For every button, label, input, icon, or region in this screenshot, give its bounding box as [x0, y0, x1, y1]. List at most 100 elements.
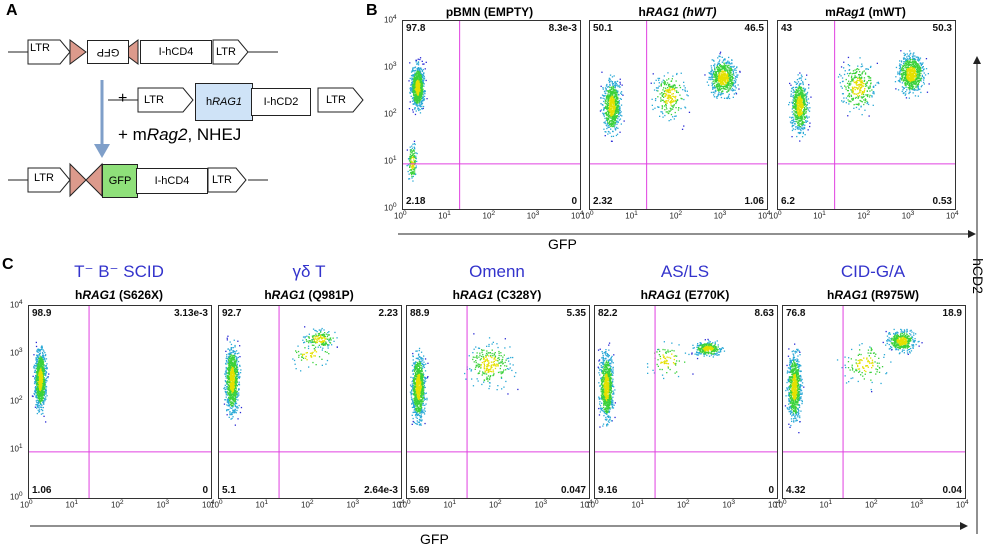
ltr-shape-1: [27, 39, 71, 65]
top-3-xtick: 100: [769, 210, 782, 221]
ltr-label-2: LTR: [216, 46, 236, 58]
top-1-plot: 97.8 8.3e-3 2.18 0: [402, 20, 581, 210]
quadrant-ur: 5.35: [566, 308, 586, 319]
plot-title-top-1: pBMN (EMPTY): [445, 5, 534, 19]
quadrant-lr: 0.047: [560, 485, 586, 496]
mrag2-nhej-text: + mRag2, NHEJ: [118, 125, 241, 145]
top-1-xtick: 104: [571, 210, 584, 221]
bottom-4-xtick: 100: [586, 499, 599, 510]
quadrant-ll: 2.18: [406, 196, 426, 207]
bottom-3-xtick: 102: [489, 499, 502, 510]
quadrant-ll: 6.2: [781, 196, 795, 207]
quadrant-ll: 1.06: [32, 485, 52, 496]
ltr-label-4: LTR: [326, 94, 346, 106]
plus-sign: +: [118, 90, 128, 107]
nhej-text: , NHEJ: [187, 125, 242, 144]
quadrant-ur: 2.23: [378, 308, 398, 319]
bottom-4-xtick: 104: [768, 499, 781, 510]
bottom-3-xtick: 103: [534, 499, 548, 510]
top-1-ytick: 102: [384, 108, 397, 119]
ltr-label-1: LTR: [30, 42, 50, 54]
bottom-1-ytick: 102: [10, 395, 23, 406]
mrag2-prefix: + m: [118, 125, 147, 144]
top-2-xtick: 103: [713, 210, 727, 221]
ltr-label-6: LTR: [212, 174, 232, 186]
quadrant-lr: 0.53: [932, 196, 952, 207]
quadrant-ll: 2.32: [593, 196, 613, 207]
bottom-1-xtick: 103: [156, 499, 170, 510]
quadrant-ur: 3.13e-3: [174, 308, 208, 319]
bottom-5-xtick: 101: [819, 499, 833, 510]
quadrant-ll: 4.32: [786, 485, 806, 496]
bottom-5-xtick: 100: [774, 499, 787, 510]
quadrant-ul: 50.1: [593, 23, 613, 34]
bottom-1-xtick: 104: [202, 499, 215, 510]
top-2-xtick: 104: [758, 210, 771, 221]
bottom-1-ytick: 103: [10, 347, 23, 358]
bottom-2-scatter: [219, 306, 401, 498]
bottom-4-xtick: 102: [677, 499, 690, 510]
mutation-title-1: hRAG1 (S626X): [74, 288, 164, 302]
bottom-4-xtick: 103: [722, 499, 736, 510]
top-1-xtick: 103: [526, 210, 540, 221]
ltr-shape-2: [212, 39, 249, 65]
quadrant-ur: 50.3: [932, 23, 952, 34]
quadrant-ul: 97.8: [406, 23, 426, 34]
quadrant-ur: 46.5: [744, 23, 764, 34]
mrag2-gene: Rag2: [146, 125, 188, 144]
bottom-5-plot: 76.8 18.9 4.32 0.04: [782, 305, 966, 499]
hrag1-prefix: h: [205, 96, 213, 108]
top-3-xtick: 104: [946, 210, 959, 221]
top-1-ytick: 101: [384, 155, 397, 166]
quadrant-ul: 98.9: [32, 308, 52, 319]
category-title-2: γδ T: [292, 262, 326, 281]
panel-letter-a: A: [6, 2, 18, 19]
quadrant-ur: 18.9: [942, 308, 962, 319]
bottom-3-scatter: [407, 306, 589, 498]
bottom-4-xtick: 101: [631, 499, 645, 510]
mutation-title-2: hRAG1 (Q981P): [264, 288, 354, 302]
ltr-shape-6: [207, 167, 247, 193]
triangle-3: [69, 162, 87, 198]
top-2-xtick: 102: [669, 210, 683, 221]
quadrant-lr: 0: [768, 485, 774, 496]
top-2-xtick: 100: [581, 210, 594, 221]
bottom-1-plot: 98.9 3.13e-3 1.06 0: [28, 305, 212, 499]
quadrant-ur: 8.3e-3: [548, 23, 577, 34]
quadrant-ul: 82.2: [598, 308, 618, 319]
bottom-1-xtick: 100: [20, 499, 33, 510]
quadrant-lr: 0: [571, 196, 577, 207]
top-1-xtick: 102: [482, 210, 496, 221]
top-3-xtick: 103: [901, 210, 915, 221]
gfp-box: GFP: [102, 164, 138, 198]
ihcd4-box-2: I-hCD4: [136, 168, 208, 194]
ltr-shape-3: [137, 87, 194, 113]
down-arrow-head: [94, 144, 110, 158]
panel-letter-b: B: [366, 2, 378, 19]
quadrant-ll: 5.1: [222, 485, 236, 496]
quadrant-lr: 1.06: [744, 196, 764, 207]
bottom-2-xtick: 103: [346, 499, 360, 510]
bottom-3-xtick: 104: [580, 499, 593, 510]
bottom-2-xtick: 104: [392, 499, 405, 510]
top-3-scatter: [778, 21, 955, 209]
category-title-1: T⁻ B⁻ SCID: [74, 262, 164, 281]
mutation-title-4: hRAG1 (E770K): [640, 288, 730, 302]
gfp-axis-title-bottom: GFP: [420, 531, 449, 547]
ltr-shape-5: [27, 167, 71, 193]
top-2-scatter: [590, 21, 767, 209]
quadrant-ll: 5.69: [410, 485, 430, 496]
ltr-label-5: LTR: [34, 172, 54, 184]
top-1-ytick: 100: [384, 202, 397, 213]
top-3-plot: 43 50.3 6.2 0.53: [777, 20, 956, 210]
top-2-plot: 50.1 46.5 2.32 1.06: [589, 20, 768, 210]
mutation-title-3: hRAG1 (C328Y): [452, 288, 542, 302]
category-title-4: AS/LS: [660, 262, 710, 281]
plot-title-top-2: hRAG1 (hWT): [638, 5, 717, 19]
diagram-lines: [8, 39, 364, 198]
bottom-2-xtick: 102: [301, 499, 314, 510]
quadrant-ul: 43: [781, 23, 793, 34]
bottom-1-scatter: [29, 306, 211, 498]
top-1-ytick: 104: [384, 14, 397, 25]
